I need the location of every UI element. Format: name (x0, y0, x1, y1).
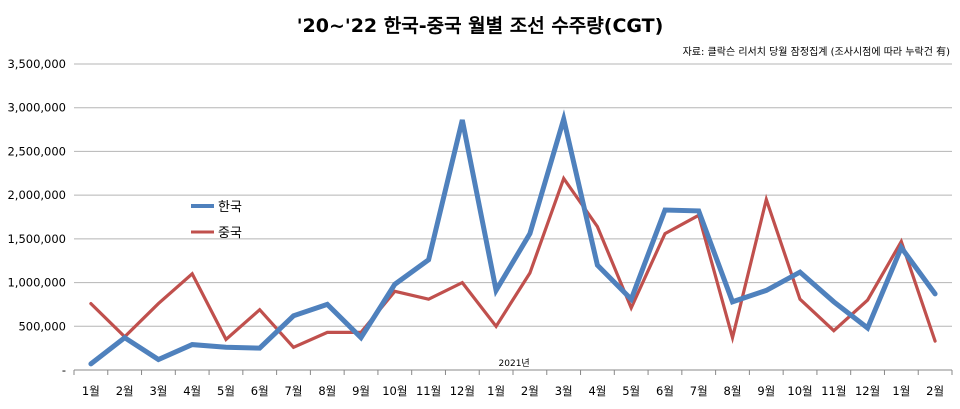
x-tick-label: 2월 (116, 384, 134, 398)
x-tick-label: 1월 (487, 384, 505, 398)
x-tick-label: 1월 (82, 384, 100, 398)
y-tick-label: 2,000,000 (7, 188, 66, 202)
chart-title: '20~'22 한국-중국 월별 조선 수주량(CGT) (297, 15, 664, 37)
x-tick-label: 2월 (926, 384, 944, 398)
x-axis-tick-labels: 1월 2월 3월 4월 5월 6월 7월 8월 9월 10월 11월 12월 1월 2월 3월 4월 5월 6월 7… (73, 370, 953, 398)
x-tick-label: 1월 (892, 384, 910, 398)
x-tick-label: 3월 (555, 384, 573, 398)
legend-label: 한국 (218, 200, 242, 215)
x-tick-label: 6월 (656, 384, 674, 398)
x-tick-label: 8월 (318, 384, 336, 398)
series-lines (88, 109, 938, 367)
y-tick-label: - (62, 363, 66, 377)
y-tick-label: 2,500,000 (7, 144, 66, 158)
y-tick-label: 3,000,000 (7, 101, 66, 115)
x-tick-label: 9월 (757, 384, 775, 398)
x-tick-label: 2월 (521, 384, 539, 398)
x-tick-label: 12월 (855, 384, 880, 398)
series-line-china (89, 175, 937, 350)
x-tick-label: 3월 (149, 384, 167, 398)
x-tick-label: 7월 (690, 384, 708, 398)
x-tick-label: 8월 (724, 384, 742, 398)
y-tick-label: 1,500,000 (7, 232, 66, 246)
y-tick-label: 3,500,000 (7, 57, 66, 71)
x-tick-label: 12월 (450, 384, 475, 398)
year-annotation: 2021년 (499, 358, 530, 369)
x-tick-label: 4월 (183, 384, 201, 398)
y-tick-label: 1,000,000 (7, 276, 66, 290)
chart-source-note: 자료: 클락슨 리서치 당월 잠정집계 (조사시점에 따라 누락건 有) (683, 45, 951, 58)
x-tick-label: 11월 (416, 384, 441, 398)
y-tick-label: 500,000 (18, 319, 66, 333)
x-tick-label: 9월 (352, 384, 370, 398)
x-tick-label: 4월 (588, 384, 606, 398)
x-tick-label: 5월 (622, 384, 640, 398)
x-tick-label: 6월 (251, 384, 269, 398)
x-tick-label: 11월 (821, 384, 846, 398)
x-tick-label: 5월 (217, 384, 235, 398)
legend-label: 중국 (218, 226, 242, 241)
x-tick-label: 10월 (382, 384, 407, 398)
y-axis-tick-labels: - 500,000 1,000,000 1,500,000 2,000,000 2,500… (7, 57, 66, 377)
x-tick-label: 10월 (787, 384, 812, 398)
series-line-korea (88, 109, 938, 367)
x-tick-label: 7월 (285, 384, 303, 398)
